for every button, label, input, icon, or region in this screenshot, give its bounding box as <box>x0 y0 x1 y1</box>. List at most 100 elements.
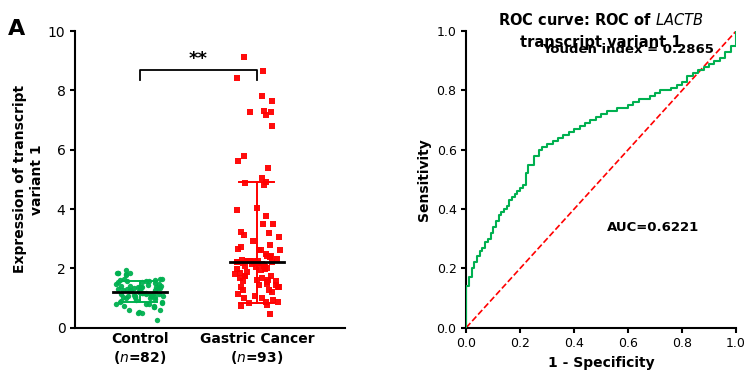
Point <box>263 287 275 293</box>
Point <box>129 294 141 300</box>
Point <box>252 258 264 264</box>
Point <box>256 294 268 301</box>
Point <box>261 281 273 287</box>
Point <box>128 292 140 298</box>
Point <box>118 302 130 308</box>
Point <box>134 284 146 290</box>
Text: ROC curve: ROC of $\mathit{LACTB}$: ROC curve: ROC of $\mathit{LACTB}$ <box>498 12 704 28</box>
Point <box>115 291 127 297</box>
Point <box>128 285 140 291</box>
Point <box>239 273 251 280</box>
Point <box>149 296 161 302</box>
Point <box>144 295 156 301</box>
Point <box>241 258 253 264</box>
Point <box>136 310 148 316</box>
Point <box>263 230 275 236</box>
Point <box>115 283 127 289</box>
Point <box>257 220 269 227</box>
Point <box>273 234 285 241</box>
Point <box>155 299 167 305</box>
Point <box>140 300 152 307</box>
Point <box>264 109 276 115</box>
Point <box>232 246 244 252</box>
Text: **: ** <box>189 50 208 68</box>
Point <box>272 284 284 291</box>
Point <box>122 307 134 314</box>
Text: AUC=0.6221: AUC=0.6221 <box>607 221 698 234</box>
Point <box>231 75 243 81</box>
Point <box>132 287 144 294</box>
Point <box>155 275 167 282</box>
Point <box>117 286 129 292</box>
Point <box>266 289 278 295</box>
Point <box>270 282 282 288</box>
Point <box>155 284 167 290</box>
Point <box>120 286 132 292</box>
Point <box>136 290 148 296</box>
Point <box>273 284 285 291</box>
Point <box>251 277 263 284</box>
Point <box>143 301 155 307</box>
Point <box>136 290 148 296</box>
Point <box>154 285 166 291</box>
Point <box>261 179 273 185</box>
Point <box>118 276 130 282</box>
Point <box>145 292 157 299</box>
Point <box>110 281 122 287</box>
Point <box>110 301 122 307</box>
Point <box>146 292 158 299</box>
Point <box>232 158 244 164</box>
Text: transcript variant 1: transcript variant 1 <box>520 35 682 50</box>
Point <box>235 303 247 310</box>
Point <box>120 271 132 277</box>
Point <box>234 229 246 235</box>
Point <box>134 289 146 295</box>
Point <box>266 259 278 265</box>
Point <box>153 291 165 297</box>
Point <box>137 290 149 296</box>
Point <box>232 291 244 297</box>
Point <box>252 205 264 211</box>
Point <box>264 242 276 248</box>
Point <box>124 269 136 276</box>
Point <box>274 247 286 254</box>
Point <box>237 278 249 284</box>
Point <box>270 278 282 284</box>
Point <box>119 295 131 301</box>
Point <box>267 296 279 303</box>
Point <box>119 272 131 278</box>
Point <box>142 282 154 288</box>
Point <box>264 254 276 260</box>
Point <box>258 182 270 188</box>
Point <box>266 98 278 105</box>
Point <box>258 263 270 269</box>
Point <box>244 109 256 115</box>
Point <box>252 260 264 266</box>
Point <box>243 257 255 264</box>
Point <box>238 294 250 301</box>
Point <box>244 258 256 264</box>
Point <box>247 258 259 264</box>
Point <box>117 294 129 300</box>
Point <box>122 292 134 299</box>
Point <box>266 123 278 129</box>
Point <box>133 289 145 295</box>
Point <box>128 294 140 300</box>
Point <box>262 165 274 171</box>
Point <box>265 253 277 259</box>
Point <box>148 304 160 310</box>
Point <box>271 255 283 262</box>
Point <box>229 271 241 277</box>
Point <box>120 267 132 273</box>
Point <box>262 277 274 284</box>
Point <box>246 261 258 267</box>
Point <box>115 298 127 304</box>
Point <box>265 273 277 279</box>
Y-axis label: Expression of transcript
variant 1: Expression of transcript variant 1 <box>14 85 44 273</box>
Point <box>113 279 125 285</box>
Point <box>234 284 246 290</box>
Point <box>234 275 246 281</box>
Point <box>234 270 246 276</box>
Point <box>259 264 271 270</box>
Text: Youden index = 0.2865: Youden index = 0.2865 <box>541 43 713 56</box>
